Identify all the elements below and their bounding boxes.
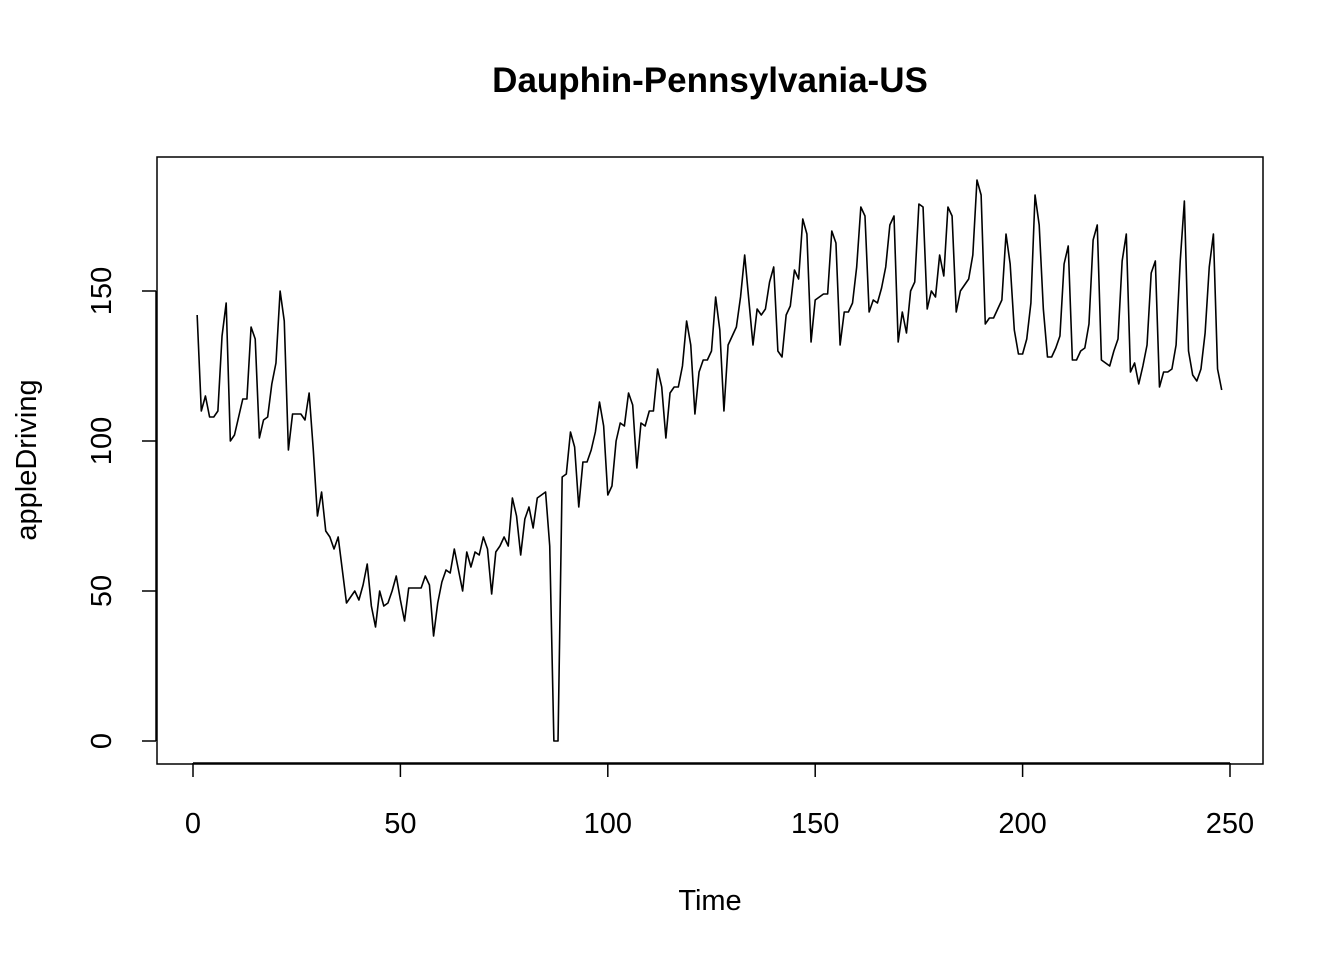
chart-title: Dauphin-Pennsylvania-US xyxy=(492,61,928,100)
x-tick-label: 100 xyxy=(584,808,632,840)
x-tick-label: 0 xyxy=(185,808,201,840)
series-line xyxy=(196,179,1223,742)
x-tick-label: 200 xyxy=(998,808,1046,840)
y-axis: 0 50 100 150 xyxy=(86,267,157,749)
y-tick-label: 0 xyxy=(86,733,118,749)
y-tick-label: 150 xyxy=(86,267,118,315)
plot-frame xyxy=(156,156,1264,765)
x-tick-label: 150 xyxy=(791,808,839,840)
y-axis-label: appleDriving xyxy=(11,379,43,540)
y-tick-label: 100 xyxy=(86,417,118,465)
y-tick-label: 50 xyxy=(86,575,118,607)
x-tick-label: 250 xyxy=(1206,808,1254,840)
x-axis: 0 50 100 150 200 250 xyxy=(185,762,1254,840)
data-series xyxy=(196,179,1223,742)
x-tick-label: 50 xyxy=(384,808,416,840)
x-axis-label: Time xyxy=(678,885,741,917)
